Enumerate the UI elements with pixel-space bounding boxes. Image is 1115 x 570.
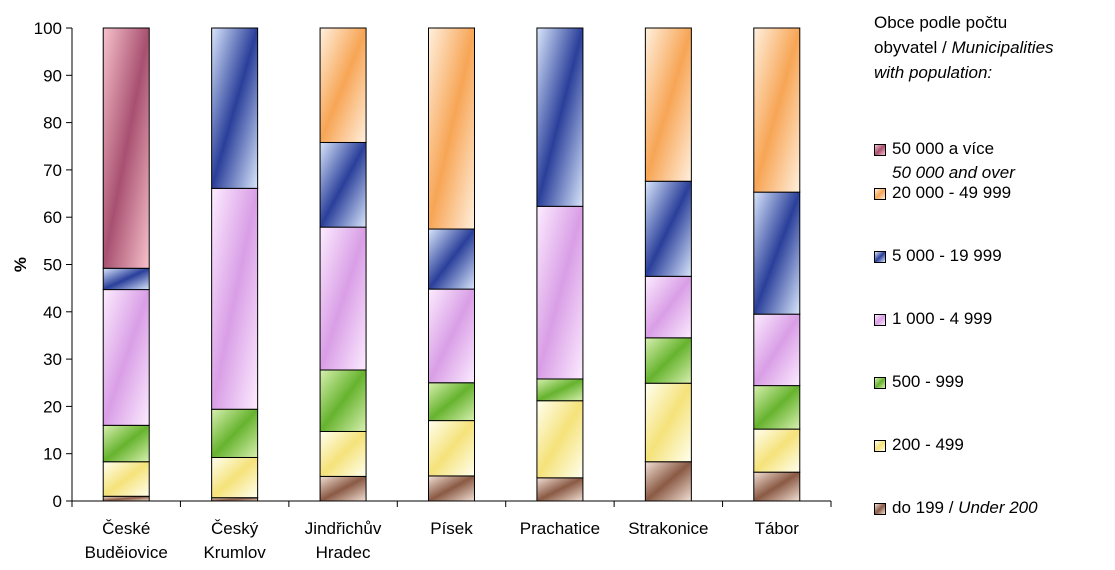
bar-segment (753, 313, 801, 387)
y-tick-label: 90 (43, 66, 62, 85)
legend-title-en: Municipalities (951, 38, 1054, 57)
bar-segment (428, 228, 475, 290)
bar-segment (211, 408, 259, 458)
bar-segment (753, 428, 801, 473)
stacked-bar-chart: 0 10 20 30 40 50 60 70 80 90 100% České Buděiovice Če… (11, 19, 832, 562)
legend-label-en: Under 200 (958, 498, 1038, 517)
bar-segment (102, 289, 150, 426)
bar-segment (211, 187, 259, 410)
bar-segment (102, 27, 150, 269)
legend-swatch (874, 377, 886, 389)
x-tick-label: Hradec (316, 543, 371, 562)
y-tick-label: 30 (43, 350, 62, 369)
y-tick-label: 100 (34, 19, 62, 38)
legend-swatch (874, 440, 886, 452)
bar-segment (536, 378, 584, 402)
bar-segment (536, 27, 584, 207)
legend-title-line2: obyvatel / Municipalities (874, 35, 1114, 60)
bar-segment (536, 400, 584, 479)
legend-title-line1: Obce podle počtu (874, 13, 1008, 32)
y-tick-label: 60 (43, 208, 62, 227)
legend-title-line3: with population: (874, 63, 993, 82)
bar-segment (428, 420, 475, 477)
bar-segment (319, 369, 367, 432)
legend-label: 50 000 a více (892, 139, 995, 158)
x-tick-label: Písek (430, 519, 473, 538)
x-tick-label: Jindřichův (305, 519, 382, 538)
legend-label: 5 000 - 19 999 (892, 246, 1002, 265)
legend-label: 20 000 - 49 999 (892, 183, 1012, 202)
bar-segment (319, 430, 367, 477)
y-axis-label: % (11, 257, 30, 272)
legend-label: do 199 / Under 200 (892, 498, 1038, 518)
legend-label-en: 50 000 and over (892, 163, 1015, 182)
bar-segment (102, 461, 150, 497)
bar-segment (102, 424, 150, 463)
bar-segment (428, 382, 475, 422)
bar-segment (644, 275, 692, 339)
legend-title: Obce podle počtu obyvatel / Municipaliti… (874, 10, 1114, 85)
bar-segment (319, 141, 367, 228)
bar-segment (753, 385, 801, 430)
bar-segment (102, 267, 150, 291)
bar-segment (753, 191, 801, 315)
x-tick-label: Prachatice (520, 519, 600, 538)
bar-segment (428, 475, 475, 502)
legend-label: 500 - 999 (892, 372, 964, 391)
legend-swatch (874, 188, 886, 200)
y-tick-label: 20 (43, 397, 62, 416)
bar-segment (536, 205, 584, 380)
x-tick-label: Tábor (755, 519, 800, 538)
bar-segment (644, 461, 692, 502)
bar-segment (536, 477, 584, 502)
bar-segment (644, 180, 692, 277)
bar-segment (753, 27, 801, 193)
bar-segment (319, 475, 367, 502)
x-tick-label: Strakonice (628, 519, 708, 538)
legend-swatch (874, 314, 886, 326)
legend: Obce podle počtu obyvatel / Municipaliti… (874, 10, 1114, 517)
y-tick-label: 50 (43, 256, 62, 275)
y-tick-label: 0 (53, 492, 62, 511)
y-tick-label: 70 (43, 161, 62, 180)
bar-segment (644, 337, 692, 384)
legend-swatch (874, 251, 886, 263)
bar-segment (319, 226, 367, 371)
legend-swatch (874, 503, 886, 515)
y-tick-label: 80 (43, 114, 62, 133)
bar-segment (753, 471, 801, 502)
y-tick-label: 10 (43, 445, 62, 464)
x-tick-label: Krumlov (203, 543, 266, 562)
bar-segment (102, 495, 150, 502)
bar-segment (428, 27, 475, 230)
legend-swatch (874, 144, 886, 156)
bar-segment (428, 288, 475, 384)
x-tick-label: Buděiovice (85, 543, 168, 562)
y-tick-label: 40 (43, 303, 62, 322)
legend-label-cz: do 199 / (892, 498, 959, 517)
bar-segment (644, 27, 692, 182)
bar-segment (644, 382, 692, 463)
legend-label: 200 - 499 (892, 435, 964, 454)
legend-title-cz: obyvatel / (874, 38, 952, 57)
bar-segment (319, 27, 367, 143)
x-tick-label: Český (211, 519, 259, 538)
bar-segment (211, 27, 259, 189)
legend-label: 1 000 - 4 999 (892, 309, 993, 328)
bar-segment (211, 456, 259, 499)
x-tick-label: České (102, 519, 150, 538)
